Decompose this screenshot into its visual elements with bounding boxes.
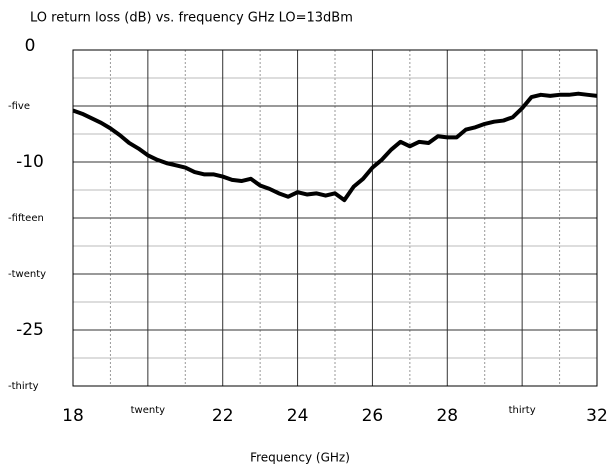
x-axis-label: Frequency (GHz) [250, 451, 350, 465]
y-tick-label: -10 [16, 152, 44, 172]
y-tick-label: 0 [25, 36, 36, 56]
data-line [72, 91, 598, 203]
x-tick-label: thirty [509, 405, 536, 416]
y-tick-label: -thirty [8, 381, 39, 392]
x-tick-label: twenty [131, 405, 166, 416]
x-tick-label: 24 [287, 406, 309, 426]
y-tick-label: -25 [16, 320, 44, 340]
x-tick-label: 26 [362, 406, 384, 426]
x-tick-label: 28 [436, 406, 458, 426]
y-tick-label: -twenty [8, 269, 46, 280]
x-tick-label: 22 [212, 406, 234, 426]
y-tick-label: -fifteen [8, 213, 44, 224]
chart-title: LO return loss (dB) vs. frequency GHz LO… [30, 11, 353, 26]
x-tick-label: 32 [586, 406, 608, 426]
y-tick-label: -five [8, 101, 30, 112]
plot-frame [72, 49, 598, 387]
x-tick-label: 18 [62, 406, 84, 426]
